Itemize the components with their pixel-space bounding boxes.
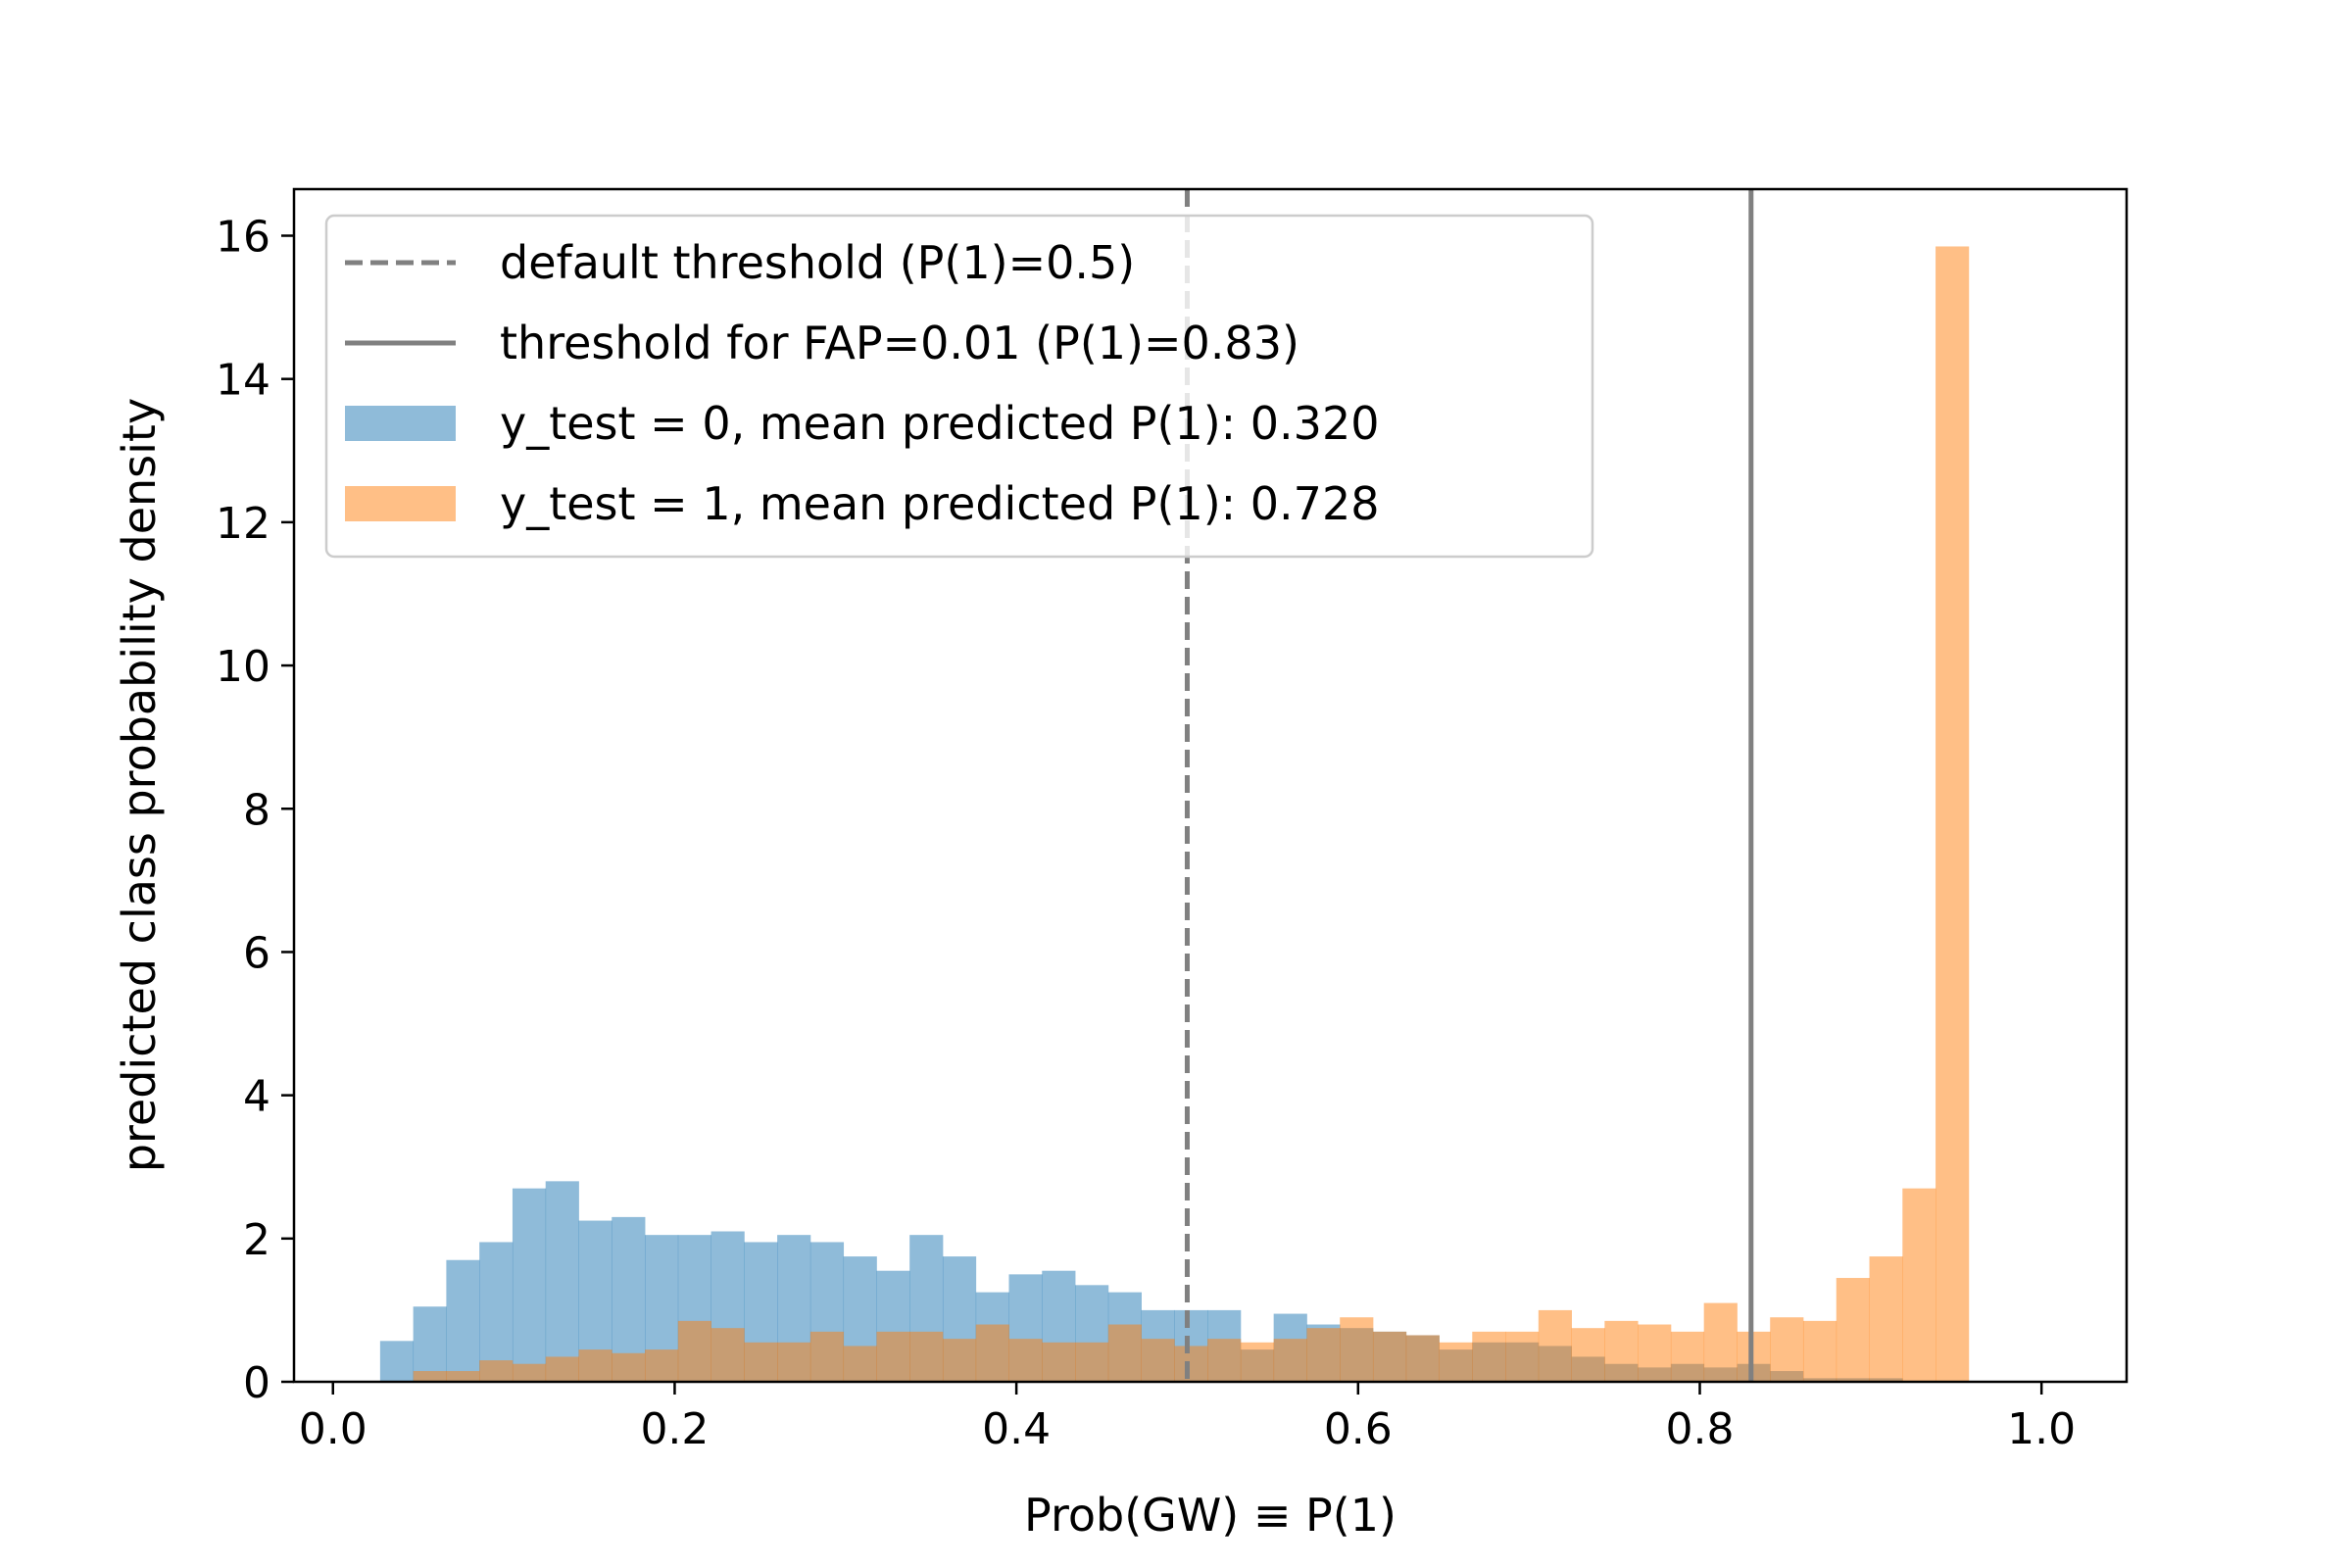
histogram-bar-series-1	[942, 1339, 977, 1382]
histogram-bar-series-1	[1869, 1256, 1903, 1382]
histogram-bar-series-0	[545, 1181, 579, 1382]
histogram-bar-series-1	[612, 1352, 646, 1382]
histogram-bar-series-0	[446, 1259, 480, 1382]
x-tick-label: 0.0	[299, 1404, 368, 1454]
y-tick-label: 2	[243, 1215, 270, 1265]
y-tick-label: 0	[243, 1358, 270, 1408]
histogram-bar-series-1	[1340, 1317, 1374, 1382]
histogram-bar-series-1	[479, 1360, 514, 1382]
histogram-bar-series-1	[876, 1331, 910, 1382]
histogram-bars	[379, 246, 1970, 1382]
histogram-bar-series-1	[1836, 1278, 1870, 1382]
histogram-bar-series-1	[1571, 1328, 1605, 1382]
y-axis-label: predicted class probability density	[113, 398, 166, 1172]
histogram-bar-series-1	[975, 1324, 1009, 1382]
histogram-bar-series-1	[1207, 1339, 1242, 1382]
histogram-bar-series-1	[1273, 1339, 1307, 1382]
histogram-bar-series-1	[744, 1342, 778, 1382]
histogram-bar-series-1	[1174, 1346, 1208, 1382]
y-tick-label: 16	[216, 213, 270, 263]
histogram-bar-series-0	[379, 1341, 415, 1382]
legend-label: y_test = 0, mean predicted P(1): 0.320	[500, 397, 1379, 450]
histogram-bar-series-1	[1770, 1317, 1804, 1382]
x-tick-label: 0.6	[1324, 1404, 1393, 1454]
y-tick-label: 8	[243, 785, 270, 835]
legend: default threshold (P(1)=0.5) threshold fo…	[324, 214, 1594, 559]
histogram-bar-series-1	[1737, 1331, 1771, 1382]
legend-label: default threshold (P(1)=0.5)	[500, 236, 1135, 289]
histogram-bar-series-1	[777, 1342, 811, 1382]
histogram-bar-series-1	[578, 1349, 612, 1382]
histogram-bar-series-1	[1405, 1335, 1440, 1382]
y-tick-label: 12	[216, 499, 270, 549]
histogram-bar-series-1	[512, 1363, 547, 1382]
histogram-bar-series-0	[479, 1242, 514, 1382]
x-axis-label: Prob(GW) ≡ P(1)	[1024, 1489, 1396, 1542]
histogram-bar-series-1	[1008, 1339, 1043, 1382]
histogram-bar-series-1	[1075, 1342, 1109, 1382]
legend-label: threshold for FAP=0.01 (P(1)=0.83)	[500, 317, 1299, 369]
x-tick-label: 0.8	[1665, 1404, 1734, 1454]
histogram-bar-series-0	[512, 1188, 547, 1382]
y-tick-label: 4	[243, 1072, 270, 1122]
histogram-bar-series-0	[413, 1306, 447, 1382]
histogram-bar-series-1	[1802, 1320, 1838, 1382]
histogram-bar-series-1	[677, 1320, 711, 1382]
histogram-bar-series-1	[1472, 1331, 1506, 1382]
histogram-bar-series-1	[710, 1328, 745, 1382]
histogram-bar-series-1	[1240, 1342, 1275, 1382]
histogram-bar-series-1	[843, 1346, 877, 1382]
histogram-bar-series-1	[1439, 1342, 1473, 1382]
histogram-bar-series-1	[809, 1331, 845, 1382]
histogram-bar-series-1	[1107, 1324, 1142, 1382]
legend-patch	[345, 406, 456, 441]
y-tick-label: 6	[243, 928, 270, 978]
histogram-bar-series-1	[1306, 1328, 1341, 1382]
y-tick-label: 10	[216, 642, 270, 692]
legend-label: y_test = 1, mean predicted P(1): 0.728	[500, 477, 1379, 530]
histogram-bar-series-1	[545, 1356, 579, 1382]
legend-box	[324, 214, 1594, 559]
histogram-bar-series-1	[1604, 1320, 1639, 1382]
threshold-lines	[1184, 189, 1754, 1382]
histogram-bar-series-1	[1505, 1331, 1540, 1382]
histogram-bar-series-1	[1538, 1309, 1572, 1382]
x-tick-label: 1.0	[2007, 1404, 2076, 1454]
plot-frame	[292, 187, 2129, 1384]
histogram-bar-series-1	[1372, 1331, 1407, 1382]
histogram-bar-series-1	[1042, 1342, 1076, 1382]
histogram-bar-series-1	[446, 1371, 480, 1382]
histogram-bar-series-1	[645, 1349, 679, 1382]
histogram-bar-series-1	[1670, 1331, 1705, 1382]
histogram-bar-series-1	[909, 1331, 944, 1382]
x-axis-ticks: 0.0 0.2 0.4 0.6 0.8 1.0	[299, 1382, 2076, 1454]
x-tick-label: 0.2	[640, 1404, 709, 1454]
histogram-bar-series-1	[1936, 246, 1970, 1382]
x-tick-label: 0.4	[982, 1404, 1051, 1454]
y-axis-ticks: 0 2 4 6 8 10 12 14 16	[216, 213, 294, 1408]
histogram-bar-series-1	[1141, 1339, 1175, 1382]
histogram-bar-series-1	[1703, 1302, 1738, 1382]
legend-patch	[345, 486, 456, 521]
histogram-bar-series-1	[1902, 1188, 1936, 1382]
y-tick-label: 14	[216, 356, 270, 406]
histogram-bar-series-1	[1638, 1324, 1672, 1382]
histogram-bar-series-1	[413, 1371, 447, 1382]
